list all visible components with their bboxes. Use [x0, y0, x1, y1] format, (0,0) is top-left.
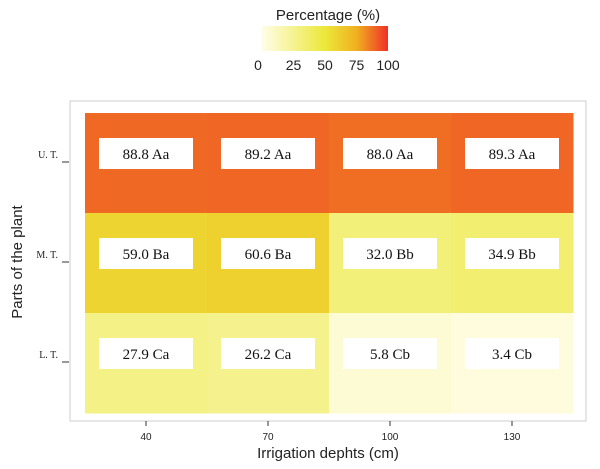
- x-axis: 40 70 100 130: [140, 421, 521, 443]
- cell-label: 59.0 Ba: [123, 247, 170, 263]
- x-tick-label: 40: [140, 432, 152, 443]
- cell-label-box: [465, 138, 559, 169]
- legend-tick-label: 25: [286, 57, 302, 73]
- cell-label-box: [343, 338, 437, 369]
- legend-tick-label: 100: [376, 57, 400, 73]
- cell-label: 5.8 Cb: [370, 347, 410, 363]
- cell-label-box: [343, 138, 437, 169]
- legend-tick-label: 0: [254, 57, 262, 73]
- y-tick-label: M. T.: [36, 250, 58, 261]
- x-tick-label: 130: [504, 432, 521, 443]
- legend-colorbar: [262, 26, 388, 51]
- cell-label: 89.2 Aa: [245, 147, 292, 163]
- x-axis-label: Irrigation dephts (cm): [257, 445, 399, 462]
- cell-label: 34.9 Bb: [488, 247, 536, 263]
- cell-label-box: [221, 138, 315, 169]
- x-tick-label: 100: [382, 432, 399, 443]
- cell-label-box: [221, 238, 315, 269]
- legend-ticks: 0 25 50 75 100: [254, 57, 400, 73]
- cell-labels: 88.8 Aa 89.2 Aa 88.0 Aa 89.3 Aa 59.0 Ba 60.6 …: [99, 138, 559, 369]
- y-axis-label: Parts of the plant: [9, 204, 26, 318]
- x-tick-label: 70: [262, 432, 274, 443]
- y-axis: U. T. M. T. L. T.: [36, 150, 69, 363]
- legend-title: Percentage (%): [276, 7, 380, 24]
- cell-label-box: [99, 138, 193, 169]
- legend-tick-label: 50: [317, 57, 333, 73]
- y-tick-label: U. T.: [38, 150, 58, 161]
- cell-label: 32.0 Bb: [366, 247, 414, 263]
- cell-label: 89.3 Aa: [489, 147, 536, 163]
- cell-label-box: [465, 238, 559, 269]
- cell-label-box: [99, 238, 193, 269]
- cell-label: 88.0 Aa: [367, 147, 414, 163]
- cell-label: 27.9 Ca: [123, 347, 170, 363]
- cell-label: 3.4 Cb: [492, 347, 532, 363]
- cell-label-box: [221, 338, 315, 369]
- cell-label-box: [99, 338, 193, 369]
- cell-label-box: [343, 238, 437, 269]
- cell-label-box: [465, 338, 559, 369]
- y-tick-label: L. T.: [39, 350, 58, 361]
- cell-label: 60.6 Ba: [245, 247, 292, 263]
- cell-label: 26.2 Ca: [245, 347, 292, 363]
- legend-tick-label: 75: [349, 57, 365, 73]
- cell-label: 88.8 Aa: [123, 147, 170, 163]
